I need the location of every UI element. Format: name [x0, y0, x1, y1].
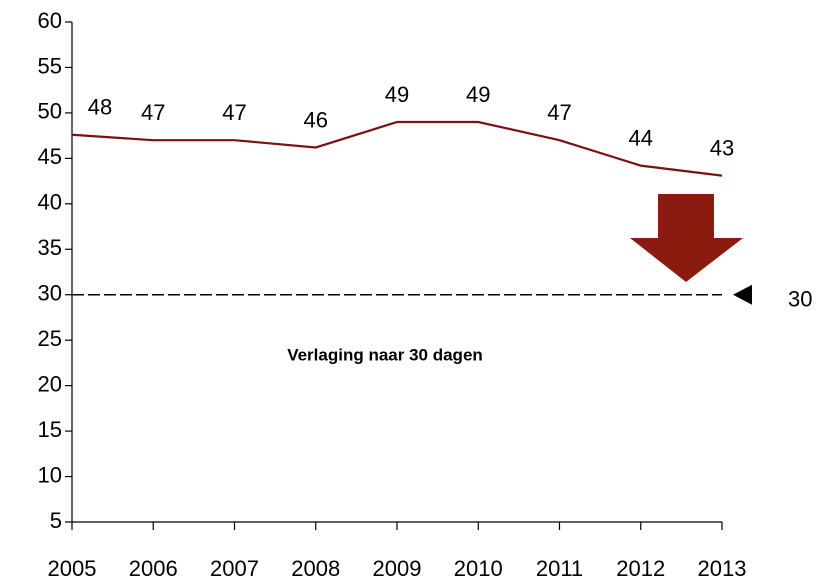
y-tick-label: 35 — [38, 235, 62, 260]
data-label: 48 — [88, 95, 112, 120]
data-label: 43 — [710, 135, 734, 160]
x-tick-label: 2006 — [129, 556, 178, 581]
y-tick-label: 60 — [38, 8, 62, 33]
x-tick-label: 2007 — [210, 556, 259, 581]
y-tick-label: 40 — [38, 190, 62, 215]
data-label: 44 — [629, 125, 653, 150]
y-tick-label: 45 — [38, 144, 62, 169]
y-tick-label: 5 — [50, 508, 62, 533]
decline-arrow — [630, 194, 743, 282]
data-line — [71, 120, 723, 177]
x-tick-label: 2009 — [373, 556, 422, 581]
x-tick-label: 2012 — [616, 556, 665, 581]
data-label: 49 — [466, 82, 490, 107]
data-label: 49 — [385, 82, 409, 107]
reference-label: 30 — [788, 287, 812, 312]
x-tick-label: 2005 — [48, 556, 97, 581]
y-tick-label: 10 — [38, 462, 62, 487]
data-label: 47 — [141, 100, 165, 125]
data-label: 46 — [304, 107, 328, 132]
data-label: 47 — [222, 100, 246, 125]
y-tick-label: 30 — [38, 281, 62, 306]
x-tick-label: 2010 — [454, 556, 503, 581]
y-tick-label: 55 — [38, 53, 62, 78]
y-tick-label: 15 — [38, 417, 62, 442]
y-tick-label: 20 — [38, 371, 62, 396]
x-tick-label: 2013 — [698, 556, 747, 581]
data-label: 47 — [547, 100, 571, 125]
annotation: Verlaging naar 30 dagen — [287, 345, 483, 364]
reference-marker — [733, 284, 752, 305]
x-tick-label: 2008 — [291, 556, 340, 581]
x-tick-label: 2011 — [536, 556, 583, 581]
y-tick-label: 25 — [38, 326, 62, 351]
y-tick-label: 50 — [38, 99, 62, 124]
